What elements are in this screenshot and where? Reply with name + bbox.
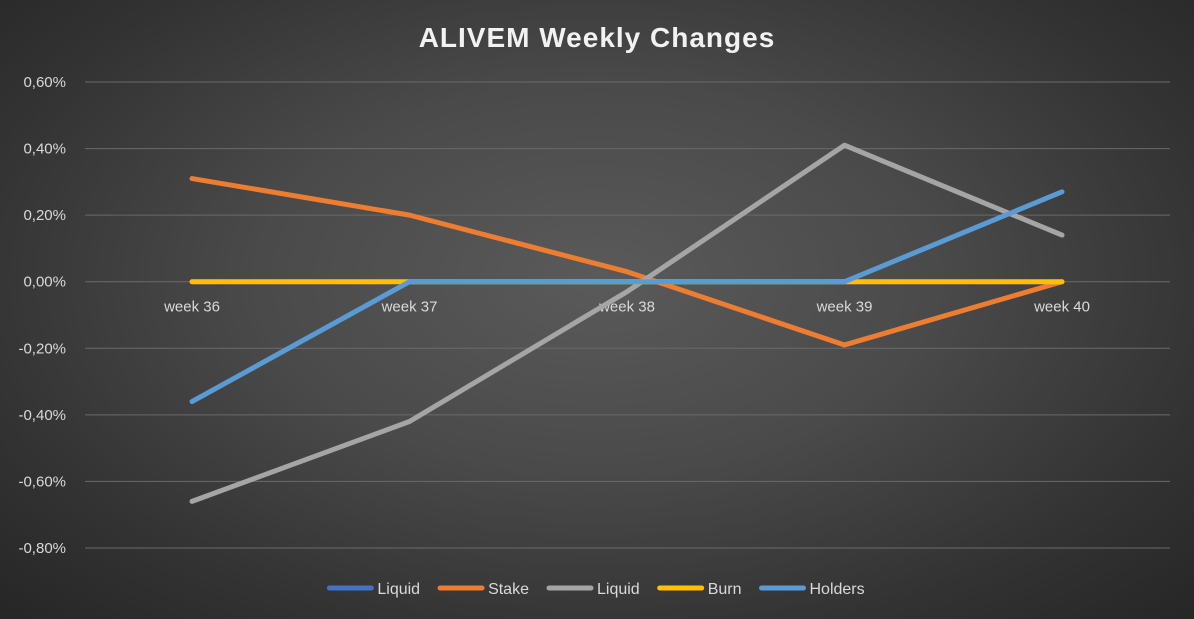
y-tick-label: -0,80% — [18, 540, 66, 557]
y-axis-ticks: 0,60% 0,40% 0,20% 0,00% -0,20% -0,40% -0,60% -0… — [18, 74, 66, 557]
legend-label: Stake — [488, 581, 529, 598]
chart-title: ALIVEM Weekly Changes — [419, 22, 776, 53]
series-line-liquid-2 — [189, 142, 1065, 504]
y-tick-label: -0,40% — [18, 407, 66, 424]
legend-label: Holders — [809, 581, 864, 598]
legend: Liquid Stake Liquid Burn Holders — [326, 581, 865, 598]
series-line-holders-4 — [189, 189, 1065, 405]
legend-label: Liquid — [377, 581, 420, 598]
x-tick-label: week 36 — [163, 299, 220, 316]
x-tick-label: week 40 — [1033, 299, 1090, 316]
y-tick-label: -0,20% — [18, 340, 66, 357]
legend-label: Burn — [708, 581, 742, 598]
series-lines — [189, 142, 1065, 504]
series-line-stake-1 — [189, 176, 1065, 348]
y-tick-label: -0,60% — [18, 473, 66, 490]
x-tick-label: week 37 — [381, 299, 438, 316]
y-tick-label: 0,20% — [23, 207, 66, 224]
x-tick-label: week 39 — [816, 299, 873, 316]
legend-label: Liquid — [597, 581, 640, 598]
y-tick-label: 0,00% — [23, 274, 66, 291]
y-tick-label: 0,60% — [23, 74, 66, 91]
x-axis-ticks: week 36 week 37 week 38 week 39 week 40 — [163, 299, 1090, 316]
y-tick-label: 0,40% — [23, 141, 66, 158]
